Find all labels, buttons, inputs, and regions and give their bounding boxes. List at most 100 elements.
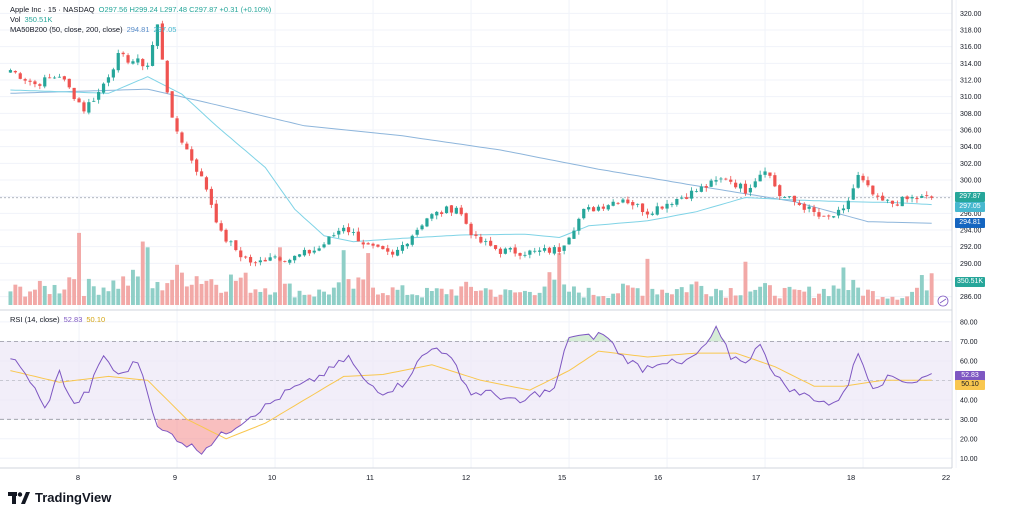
candle-body bbox=[141, 59, 145, 67]
candle-body bbox=[925, 195, 929, 196]
volume-bar bbox=[62, 289, 67, 305]
candle-body bbox=[748, 187, 752, 193]
symbol-title[interactable]: Apple Inc · 15 · NASDAQ bbox=[10, 5, 95, 14]
volume-bar bbox=[297, 290, 302, 305]
ohlc-values: O297.56 H299.24 L297.48 C297.87 +0.31 (+… bbox=[98, 5, 272, 14]
candle-body bbox=[18, 73, 22, 79]
volume-bar bbox=[312, 296, 317, 305]
candle-body bbox=[523, 254, 527, 256]
candle-body bbox=[180, 132, 184, 143]
tradingview-logo[interactable]: TradingView bbox=[8, 490, 111, 505]
candle-body bbox=[136, 58, 140, 63]
volume-bar bbox=[689, 284, 694, 305]
volume-bar bbox=[37, 280, 42, 305]
candle-body bbox=[391, 251, 395, 255]
volume-bar bbox=[42, 285, 47, 305]
candle-body bbox=[930, 196, 934, 198]
volume-bar bbox=[665, 292, 669, 305]
time-tick-label: 9 bbox=[173, 473, 177, 482]
volume-bar bbox=[679, 287, 684, 305]
volume-bar bbox=[670, 294, 674, 305]
candle-body bbox=[288, 259, 292, 263]
volume-bar bbox=[625, 285, 630, 305]
candle-body bbox=[655, 206, 659, 215]
volume-bar bbox=[748, 291, 753, 305]
volume-legend[interactable]: Vol 350.51K bbox=[10, 15, 56, 25]
volume-bar bbox=[557, 253, 562, 305]
volume-bar bbox=[488, 289, 493, 305]
time-tick-label: 12 bbox=[462, 473, 470, 482]
candle-body bbox=[415, 229, 419, 235]
volume-bar bbox=[282, 283, 287, 305]
candle-body bbox=[645, 211, 650, 215]
candle-body bbox=[244, 256, 248, 258]
candle-body bbox=[920, 195, 924, 198]
time-tick-label: 15 bbox=[558, 473, 566, 482]
candle-body bbox=[822, 215, 826, 217]
rsi-legend[interactable]: RSI (14, close) 52.83 50.10 bbox=[10, 315, 109, 325]
volume-bar bbox=[199, 283, 204, 305]
volume-bar bbox=[714, 288, 718, 305]
volume-bar bbox=[483, 288, 488, 305]
ma-legend[interactable]: MA50B200 (50, close, 200, close) 294.81 29… bbox=[10, 25, 180, 35]
candle-body bbox=[263, 259, 267, 262]
volume-bar bbox=[439, 288, 444, 305]
volume-bar bbox=[410, 294, 415, 305]
candle-body bbox=[199, 171, 204, 177]
volume-bar bbox=[57, 293, 62, 305]
candle-body bbox=[444, 206, 449, 214]
rsi-value: 52.83 bbox=[63, 315, 83, 324]
candle-body bbox=[905, 196, 909, 200]
candle-body bbox=[454, 207, 458, 214]
price-tick-label: 292.00 bbox=[960, 244, 982, 251]
candle-body bbox=[150, 44, 155, 66]
volume-bar bbox=[209, 279, 214, 305]
volume-bar bbox=[513, 292, 518, 305]
volume-bar bbox=[307, 294, 312, 305]
candle-body bbox=[57, 76, 62, 78]
time-tick-label: 11 bbox=[366, 473, 374, 482]
volume-bar bbox=[155, 281, 160, 305]
volume-bar bbox=[601, 295, 606, 305]
candle-body bbox=[503, 248, 507, 254]
volume-bar bbox=[327, 294, 331, 305]
candle-body bbox=[738, 183, 743, 189]
volume-bar bbox=[660, 289, 665, 305]
volume-bar bbox=[542, 286, 547, 305]
candle-body bbox=[116, 53, 120, 71]
price-tick-label: 312.00 bbox=[960, 78, 982, 85]
price-tick-label: 290.00 bbox=[960, 261, 982, 268]
candle-body bbox=[900, 196, 904, 207]
volume-bar bbox=[875, 299, 880, 305]
candle-body bbox=[185, 143, 189, 150]
volume-bar bbox=[18, 286, 23, 305]
price-tick-label: 314.00 bbox=[960, 61, 982, 68]
candle-body bbox=[665, 203, 669, 209]
price-tick-label: 306.00 bbox=[960, 128, 982, 135]
candle-body bbox=[48, 77, 52, 79]
ma200-value: 297.05 bbox=[153, 25, 177, 34]
candle-body bbox=[131, 61, 135, 64]
candle-body bbox=[552, 247, 556, 254]
candle-body bbox=[258, 260, 262, 263]
volume-bar bbox=[562, 284, 567, 305]
time-tick-label: 17 bbox=[752, 473, 760, 482]
volume-bar bbox=[572, 286, 576, 305]
candle-body bbox=[214, 203, 218, 223]
volume-bar bbox=[361, 279, 366, 305]
volume-bar bbox=[792, 289, 797, 305]
candle-body bbox=[587, 207, 591, 210]
candle-body bbox=[82, 102, 86, 112]
volume-bar bbox=[929, 273, 934, 305]
volume-bar bbox=[772, 295, 777, 305]
candle-body bbox=[346, 227, 351, 233]
volume-bar bbox=[341, 250, 346, 305]
volume-bar bbox=[322, 291, 326, 305]
candle-body bbox=[631, 202, 635, 206]
candle-body bbox=[851, 188, 855, 200]
candle-body bbox=[317, 248, 321, 251]
volume-bar bbox=[493, 296, 498, 305]
volume-bar bbox=[356, 277, 361, 305]
volume-bar bbox=[841, 267, 846, 305]
